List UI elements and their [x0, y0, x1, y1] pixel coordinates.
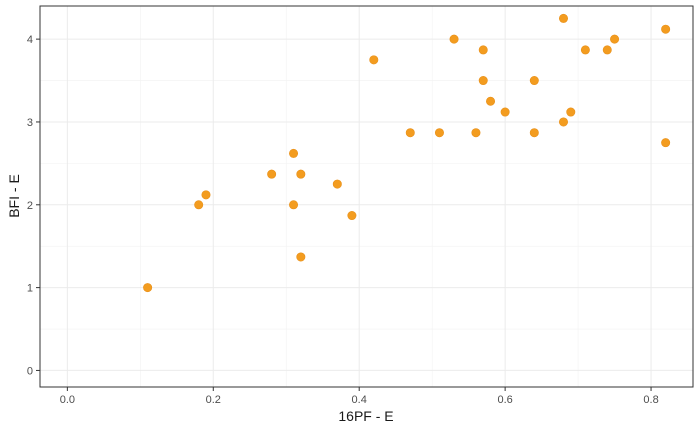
data-point: [201, 190, 211, 200]
y-tick-label: 2: [27, 200, 33, 212]
data-point: [369, 55, 379, 65]
data-point: [478, 76, 488, 86]
data-point: [405, 128, 415, 138]
data-point: [566, 107, 576, 117]
y-tick-label: 4: [27, 34, 33, 46]
data-point: [143, 283, 153, 293]
data-point: [296, 252, 306, 262]
data-point: [529, 128, 539, 138]
data-point: [478, 45, 488, 55]
minor-gridlines: [40, 6, 693, 387]
x-axis-ticks: 0.0 0.2 0.4 0.6 0.8: [60, 387, 659, 406]
data-point: [610, 34, 620, 44]
x-tick-label: 0.0: [60, 394, 75, 406]
data-point: [449, 34, 459, 44]
panel-border: [39, 5, 694, 388]
x-axis-title: 16PF - E: [338, 408, 393, 424]
x-tick-label: 0.2: [206, 394, 221, 406]
x-tick-label: 0.4: [352, 394, 367, 406]
data-point: [661, 24, 671, 34]
x-tick-label: 0.8: [643, 394, 658, 406]
data-point: [434, 128, 444, 138]
data-point: [558, 117, 568, 127]
data-point: [602, 45, 612, 55]
y-axis-title: BFI - E: [6, 174, 22, 218]
data-point: [194, 200, 204, 210]
data-point: [347, 211, 357, 221]
data-point: [289, 200, 299, 210]
data-point: [486, 96, 496, 106]
data-point: [332, 179, 342, 189]
y-tick-label: 0: [27, 365, 33, 377]
data-point: [289, 148, 299, 158]
data-point: [661, 138, 671, 148]
data-point: [500, 107, 510, 117]
y-axis-ticks: 0 1 2 3 4: [27, 34, 40, 377]
data-point: [558, 13, 568, 23]
data-point: [580, 45, 590, 55]
y-tick-label: 1: [27, 283, 33, 295]
data-point: [471, 128, 481, 138]
y-tick-label: 3: [27, 117, 33, 129]
data-point: [529, 76, 539, 86]
data-point: [267, 169, 277, 179]
data-points: [143, 13, 671, 293]
x-tick-label: 0.6: [497, 394, 512, 406]
major-gridlines: [40, 6, 693, 387]
data-point: [296, 169, 306, 179]
